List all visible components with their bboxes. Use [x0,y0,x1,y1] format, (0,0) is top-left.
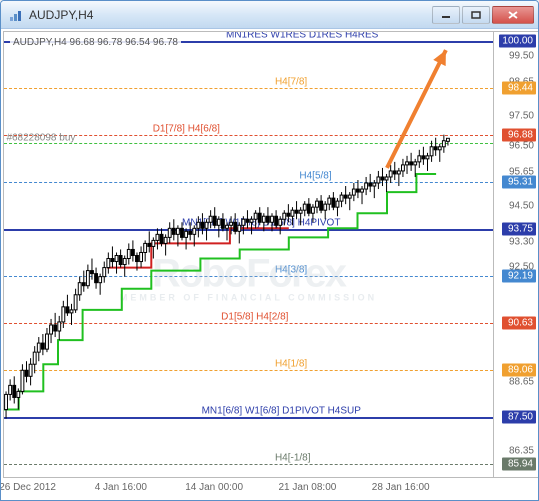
x-axis: 26 Dec 2012 4 Jan 16:00 14 Jan 00:00 21 Jan… [3,478,494,500]
titlebar[interactable]: AUDJPY,H4 [1,1,538,29]
y-tick: 88.65 [509,377,534,388]
price-badge: 90.63 [502,316,536,329]
price-badge: 100.00 [499,35,536,48]
price-badge: 98.44 [502,81,536,94]
y-tick: 94.50 [509,201,534,212]
y-axis: 100.0099.5098.6597.5096.5095.6594.5093.3… [494,31,538,478]
minimize-button[interactable] [432,6,460,24]
chart-area[interactable]: AUDJPY,H4 96.68 96.78 96.54 96.78 RoboFo… [1,29,538,500]
chart-window: AUDJPY,H4 AUDJPY,H4 96.68 96.78 96.54 96… [0,0,539,501]
window-title: AUDJPY,H4 [29,8,432,22]
x-tick: 21 Jan 08:00 [278,482,336,493]
x-tick: 28 Jan 16:00 [372,482,430,493]
price-badge: 93.75 [502,222,536,235]
price-badge: 89.06 [502,363,536,376]
x-tick: 4 Jan 16:00 [95,482,147,493]
y-tick: 93.30 [509,237,534,248]
y-tick: 96.50 [509,141,534,152]
plot-region[interactable]: AUDJPY,H4 96.68 96.78 96.54 96.78 RoboFo… [3,31,494,478]
x-tick: 14 Jan 00:00 [185,482,243,493]
window-controls [432,6,534,24]
maximize-button[interactable] [462,6,490,24]
price-badge: 95.31 [502,176,536,189]
price-badge: 96.88 [502,128,536,141]
y-tick: 97.50 [509,111,534,122]
forecast-arrow [4,32,494,478]
ohlc-label: AUDJPY,H4 96.68 96.78 96.54 96.78 [10,36,181,49]
close-button[interactable] [492,6,534,24]
price-badge: 92.19 [502,269,536,282]
x-tick: 26 Dec 2012 [0,482,56,493]
y-tick: 99.50 [509,51,534,62]
price-badge: 85.94 [502,457,536,470]
price-badge: 87.50 [502,410,536,423]
y-tick: 86.35 [509,446,534,457]
chart-icon [9,8,23,22]
